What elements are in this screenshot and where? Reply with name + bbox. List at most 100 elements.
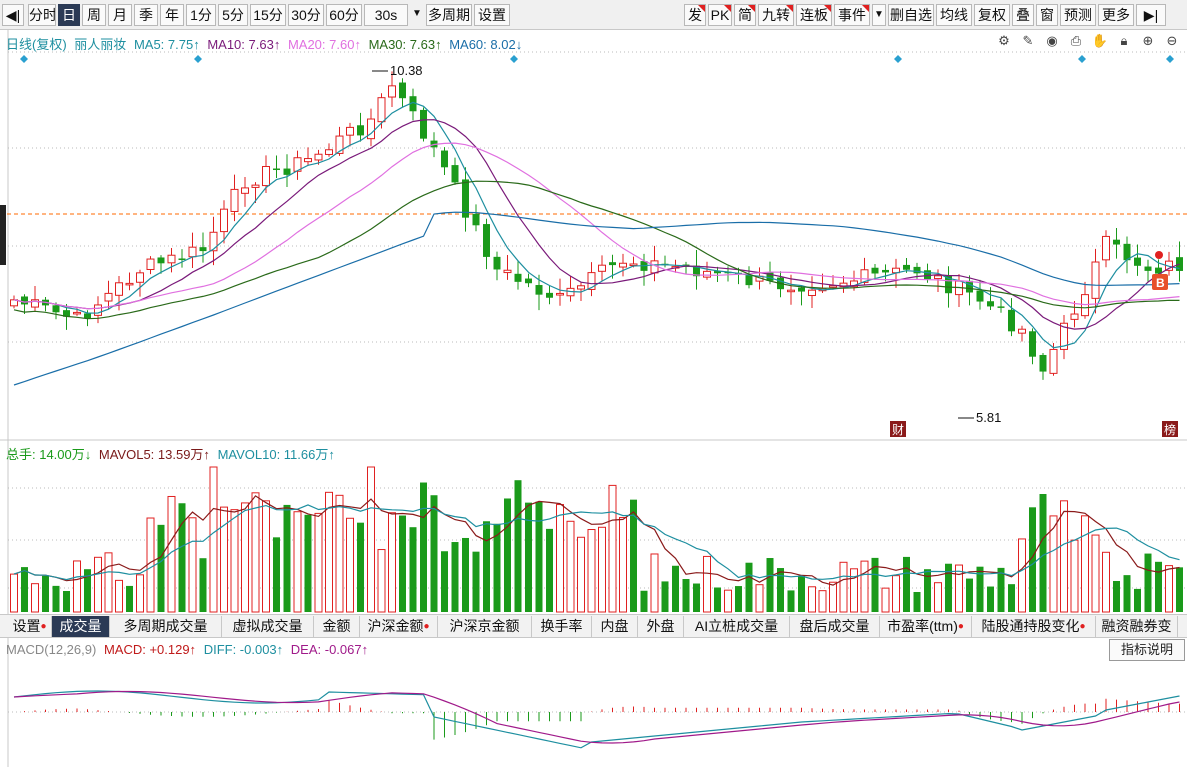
ma10-line (13, 119, 1180, 330)
candle-body (1144, 266, 1152, 271)
indicator-tab-3[interactable]: 虚拟成交量 (222, 616, 314, 637)
zoom-out-icon[interactable]: ⊖ (1166, 33, 1178, 48)
indicator-tab-0[interactable]: 设置● (8, 616, 52, 637)
toolbar-period-10[interactable]: 60分 (326, 4, 362, 26)
toolbar-period-5[interactable]: 年 (160, 4, 184, 26)
indicator-explain-button[interactable]: 指标说明 (1109, 639, 1185, 661)
toolbar-tool-1[interactable]: PK (708, 4, 732, 26)
indicator-tab-2[interactable]: 多周期成交量 (110, 616, 222, 637)
volume-bar (640, 590, 648, 612)
indicator-tab-10[interactable]: AI立桩成交量 (684, 616, 790, 637)
pen-icon[interactable]: ✎ (1022, 33, 1034, 48)
toolbar-period-3[interactable]: 月 (108, 4, 132, 26)
toolbar-period-7[interactable]: 5分 (218, 4, 248, 26)
indicator-tab-6[interactable]: 沪深京金额 (438, 616, 532, 637)
toolbar-tool-14[interactable]: ▶| (1136, 4, 1166, 26)
volume-bar (104, 552, 113, 613)
ma5-value: MA5: 7.75↑ (133, 37, 200, 52)
toolbar-period-13[interactable]: 多周期 (426, 4, 472, 26)
toolbar-tool-7[interactable]: 删自选 (888, 4, 934, 26)
total-volume: 总手: 14.00万↓ (6, 447, 92, 462)
hand-icon[interactable]: ✋ (1091, 33, 1109, 48)
toolbar-period-9[interactable]: 30分 (288, 4, 324, 26)
toolbar-tool-5[interactable]: 事件 (834, 4, 870, 26)
toolbar-tool-12[interactable]: 预测 (1060, 4, 1096, 26)
indicator-tab-5[interactable]: 沪深金额● (360, 616, 438, 637)
candle-body (283, 168, 291, 175)
indicator-tab-9[interactable]: 外盘 (638, 616, 684, 637)
indicator-tab-14[interactable]: 融资融券变 (1096, 616, 1178, 637)
pin-left-button[interactable]: ◀| (2, 4, 24, 26)
volume-bar (682, 579, 690, 612)
macd-diff-line (13, 690, 1180, 749)
indicator-tab-label: 融资融券变 (1101, 618, 1172, 634)
candle-body (609, 262, 616, 266)
candle-body (388, 85, 396, 98)
toolbar-tool-13[interactable]: 更多 (1098, 4, 1134, 26)
rank-badge (1162, 421, 1178, 437)
eye-icon[interactable]: ◉ (1046, 33, 1058, 48)
toolbar-period-11[interactable]: 30s (364, 4, 408, 26)
candle-body (1091, 261, 1100, 299)
stock-chart[interactable]: 10.38 5.81 财 榜 B (0, 30, 1187, 767)
toolbar-tool-11[interactable]: 窗 (1036, 4, 1058, 26)
candle-body (146, 258, 155, 270)
volume-bar (126, 585, 133, 612)
indicator-tab-13[interactable]: 陆股通持股变化● (972, 616, 1096, 637)
toolbar-tool-10[interactable]: 叠 (1012, 4, 1034, 26)
indicator-tab-12[interactable]: 市盈率(ttm)● (880, 616, 972, 637)
indicator-tab-4[interactable]: 金额 (314, 616, 360, 637)
event-marker-icon (510, 55, 518, 63)
toolbar-tool-6[interactable]: ▼ (872, 4, 886, 26)
candle-body (966, 280, 973, 293)
indicator-tab-7[interactable]: 换手率 (532, 616, 592, 637)
volume-bar (630, 499, 637, 612)
dot-icon: ● (957, 621, 964, 632)
candle-body (598, 264, 606, 272)
volume-bar (1081, 515, 1089, 613)
toolbar-period-4[interactable]: 季 (134, 4, 158, 26)
toolbar-period-8[interactable]: 15分 (250, 4, 286, 26)
low-price-label: 5.81 (976, 410, 1001, 425)
volume-bar (115, 579, 123, 613)
toolbar-period-0[interactable]: 分时 (28, 4, 56, 26)
toolbar-tool-3[interactable]: 九转 (758, 4, 794, 26)
diff-value: DIFF: -0.003↑ (203, 642, 284, 657)
buy-badge-text: B (1156, 276, 1165, 290)
toolbar-period-1[interactable]: 日 (58, 4, 80, 26)
lock-icon[interactable]: 🔒︎ (1120, 33, 1128, 48)
indicator-tab-8[interactable]: 内盘 (592, 616, 638, 637)
volume-bar (839, 561, 848, 613)
candle-body (335, 135, 344, 154)
candle-body (882, 269, 889, 273)
toolbar-period-14[interactable]: 设置 (474, 4, 510, 26)
volume-bar (84, 569, 91, 612)
toolbar-tool-label: 九转 (762, 7, 790, 23)
indicator-tab-11[interactable]: 盘后成交量 (790, 616, 880, 637)
volume-bar (21, 567, 28, 612)
volume-bar (766, 558, 774, 612)
print-icon[interactable]: ⎙ (1070, 33, 1082, 48)
toolbar-tool-4[interactable]: 连板 (796, 4, 832, 26)
volume-bar (314, 512, 323, 613)
volume-bar (94, 556, 102, 613)
indicator-tab-1[interactable]: 成交量 (52, 616, 110, 637)
candle-body (357, 125, 364, 136)
volume-bar (566, 520, 575, 613)
volume-bar (73, 560, 81, 613)
toolbar-period-2[interactable]: 周 (82, 4, 106, 26)
zoom-in-icon[interactable]: ⊕ (1142, 33, 1154, 48)
toolbar-period-12[interactable]: ▼ (412, 8, 422, 19)
toolbar-tool-9[interactable]: 复权 (974, 4, 1010, 26)
toolbar-period-6[interactable]: 1分 (186, 4, 216, 26)
ma20-value: MA20: 7.60↑ (287, 37, 361, 52)
settings-icon[interactable]: ⚙ (998, 33, 1010, 48)
toolbar-tool-2[interactable]: 简 (734, 4, 756, 26)
candle-body (787, 289, 795, 293)
toolbar-tool-0[interactable]: 发 (684, 4, 706, 26)
volume-bar (881, 587, 890, 613)
toolbar-tool-8[interactable]: 均线 (936, 4, 972, 26)
ma20-line (13, 142, 1180, 310)
candle-body (262, 166, 270, 187)
volume-bar (1029, 507, 1036, 612)
